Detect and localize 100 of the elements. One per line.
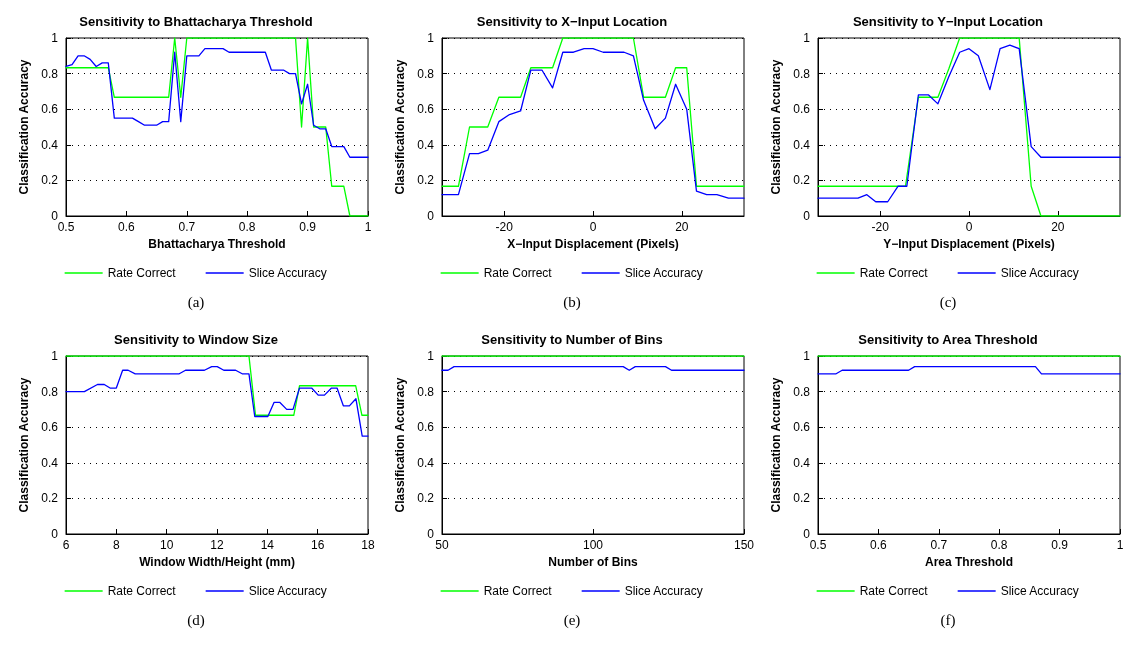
y-tick-label: 0 — [427, 209, 435, 223]
line-series — [65, 48, 369, 158]
y-axis-title: Classification Accuracy — [393, 377, 407, 513]
text: (a) — [187, 294, 205, 311]
x-tick-label: 18 — [361, 538, 375, 552]
x-tick-label: 8 — [112, 538, 120, 552]
y-axis-title: Classification Accuracy — [17, 377, 31, 513]
x-axis-title: Y−Input Displacement (Pixels) — [883, 236, 1055, 251]
chart-title: Sensitivity to Area Threshold — [858, 332, 1038, 347]
x-tick-label: 0.6 — [870, 538, 888, 552]
chart-title: Sensitivity to Window Size — [114, 332, 278, 347]
x-tick-label: 0.5 — [57, 220, 75, 234]
chart-title: Sensitivity to Number of Bins — [481, 332, 663, 347]
legend-label: Rate Correct — [107, 266, 177, 280]
y-tick-label: 1 — [427, 349, 435, 363]
x-axis-title: Bhattacharya Threshold — [148, 236, 286, 251]
x-tick-label: 100 — [582, 538, 604, 552]
y-tick-label: 1 — [803, 349, 811, 363]
y-axis-title: Classification Accuracy — [17, 59, 31, 195]
x-tick-label: 0.9 — [1051, 538, 1069, 552]
chart-title: Sensitivity to Bhattacharya Threshold — [79, 14, 313, 29]
y-axis-title: Classification Accuracy — [393, 59, 407, 195]
chart-title: Sensitivity to X−Input Location — [476, 14, 668, 29]
y-tick-label: 0.6 — [41, 420, 59, 435]
y-tick-label: 0.4 — [41, 137, 59, 152]
x-tick-label: 20 — [1051, 220, 1065, 234]
legend-label: Slice Accuracy — [248, 266, 327, 280]
y-tick-label: 0 — [803, 527, 811, 541]
line-series — [65, 37, 369, 217]
y-tick-label: 0.4 — [41, 455, 59, 470]
y-tick-label: 0.4 — [417, 455, 435, 470]
y-axis-title: Classification Accuracy — [769, 59, 783, 195]
text: (b) — [563, 294, 581, 311]
y-tick-label: 0.6 — [417, 102, 435, 117]
y-tick-label: 0.6 — [41, 102, 59, 117]
y-tick-label: 0.2 — [41, 491, 59, 506]
y-tick-label: 0.4 — [417, 137, 435, 152]
y-tick-label: 1 — [51, 349, 59, 363]
y-tick-label: 0.8 — [793, 66, 811, 81]
x-tick-label: 16 — [310, 538, 325, 552]
y-tick-label: 0.6 — [417, 420, 435, 435]
text: (f) — [940, 612, 956, 629]
y-tick-label: 0.2 — [793, 491, 811, 506]
y-tick-label: 1 — [427, 31, 435, 45]
chart-title: Sensitivity to Y−Input Location — [852, 14, 1044, 29]
x-axis-title: Number of Bins — [548, 554, 638, 569]
x-tick-label: 50 — [435, 538, 449, 552]
x-tick-label: 0.7 — [178, 220, 196, 234]
y-tick-label: 0 — [427, 527, 435, 541]
x-tick-label: 12 — [210, 538, 224, 552]
x-tick-label: 150 — [733, 538, 755, 552]
x-tick-label: 0.5 — [809, 538, 827, 552]
x-tick-label: 10 — [159, 538, 174, 552]
x-tick-label: 0 — [965, 220, 973, 234]
legend-label: Rate Correct — [859, 266, 929, 280]
x-tick-label: 0.6 — [118, 220, 136, 234]
y-tick-label: 0.2 — [417, 491, 435, 506]
line-series — [65, 366, 369, 437]
legend-label: Rate Correct — [859, 584, 929, 598]
y-tick-label: 0.2 — [41, 173, 59, 188]
y-tick-label: 0.6 — [793, 102, 811, 117]
text: (c) — [939, 294, 957, 311]
y-tick-label: 0.2 — [417, 173, 435, 188]
y-tick-label: 0 — [51, 527, 59, 541]
x-axis-title: X−Input Displacement (Pixels) — [507, 236, 679, 251]
x-tick-label: 1 — [1116, 538, 1124, 552]
y-tick-label: 0.8 — [41, 66, 59, 81]
y-tick-label: 0.8 — [41, 384, 59, 399]
legend-label: Slice Accuracy — [624, 266, 703, 280]
y-axis-title: Classification Accuracy — [769, 377, 783, 513]
y-tick-label: 0.4 — [793, 137, 811, 152]
x-tick-label: 0 — [589, 220, 597, 234]
text: (d) — [187, 612, 205, 629]
x-axis-title: Area Threshold — [924, 554, 1014, 569]
y-tick-label: 0 — [803, 209, 811, 223]
x-tick-label: 0.8 — [990, 538, 1008, 552]
x-tick-label: 0.9 — [299, 220, 317, 234]
legend-label: Slice Accuracy — [248, 584, 327, 598]
legend-label: Rate Correct — [483, 584, 553, 598]
x-tick-label: -20 — [495, 220, 514, 234]
x-tick-label: 20 — [675, 220, 689, 234]
y-tick-label: 0.2 — [793, 173, 811, 188]
text: (e) — [563, 612, 581, 629]
legend-label: Rate Correct — [107, 584, 177, 598]
y-tick-label: 1 — [51, 31, 59, 45]
x-tick-label: 0.7 — [930, 538, 948, 552]
x-tick-label: 1 — [364, 220, 372, 234]
legend-label: Slice Accuracy — [1000, 584, 1079, 598]
x-axis-title: Window Width/Height (mm) — [139, 554, 295, 569]
x-tick-label: 14 — [260, 538, 275, 552]
y-tick-label: 0.8 — [417, 384, 435, 399]
y-tick-label: 0 — [51, 209, 59, 223]
y-tick-label: 1 — [803, 31, 811, 45]
x-tick-label: -20 — [871, 220, 890, 234]
x-tick-label: 6 — [62, 538, 70, 552]
x-tick-label: 0.8 — [238, 220, 256, 234]
legend-label: Slice Accuracy — [624, 584, 703, 598]
y-tick-label: 0.8 — [793, 384, 811, 399]
y-tick-label: 0.4 — [793, 455, 811, 470]
y-tick-label: 0.8 — [417, 66, 435, 81]
